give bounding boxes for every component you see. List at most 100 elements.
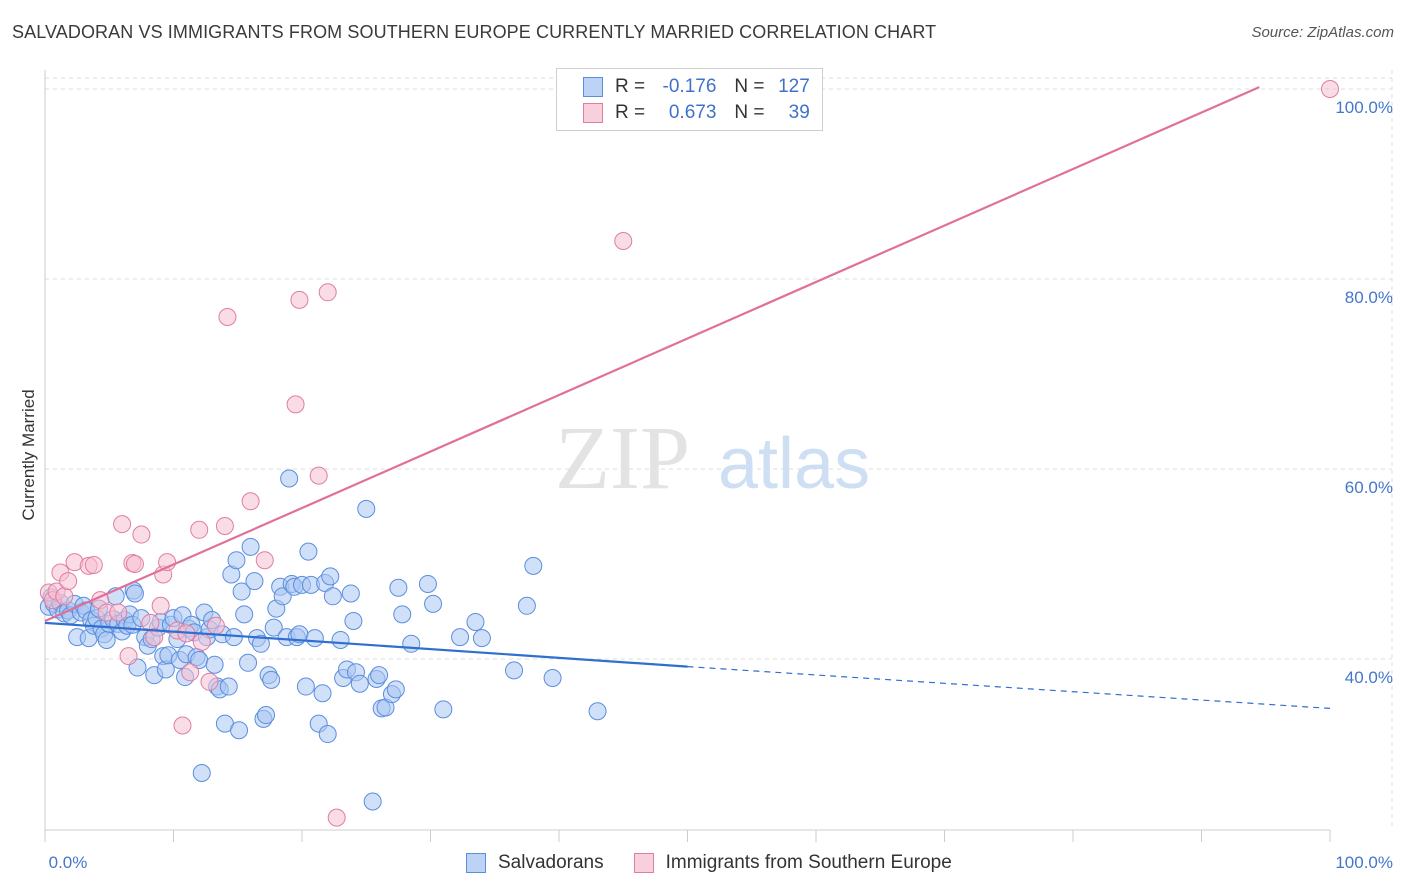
data-point-salvadoran (424, 594, 443, 613)
data-point-salvadoran (357, 499, 376, 518)
data-point-salvadoran (239, 653, 258, 672)
data-point-immigrant (181, 663, 200, 682)
data-point-salvadoran (192, 764, 211, 782)
data-point-salvadoran (230, 721, 249, 740)
data-point-immigrant (215, 517, 234, 535)
x-tick-label: 100.0% (1335, 853, 1393, 872)
legend-r-label: R = (615, 102, 646, 123)
data-point-immigrant (190, 520, 209, 539)
data-point-salvadoran (251, 634, 270, 653)
data-point-salvadoran (543, 669, 562, 687)
data-point-immigrant (84, 555, 103, 574)
data-point-immigrant (255, 551, 274, 570)
data-point-immigrant (241, 492, 260, 511)
trend-line-immigrants (44, 86, 1260, 623)
data-point-salvadoran (350, 674, 369, 693)
data-point-salvadoran (434, 700, 453, 719)
data-point-salvadoran (296, 677, 315, 696)
legend-swatch-blue (583, 77, 603, 97)
legend-label-immigrants: Immigrants from Southern Europe (665, 852, 952, 873)
y-tick-label: 60.0% (1345, 478, 1393, 497)
data-point-immigrant (192, 632, 211, 651)
data-point-immigrant (145, 628, 164, 647)
legend-row-immigrants: R = 0.673 N = 39 (583, 101, 810, 125)
trend-line-salvadorans (44, 621, 688, 668)
data-point-immigrant (109, 603, 128, 622)
data-point-immigrant (290, 290, 309, 309)
data-point-salvadoran (273, 587, 292, 606)
data-point-immigrant (113, 515, 132, 534)
y-tick-label: 40.0% (1345, 668, 1393, 687)
legend-n-label: N = (734, 102, 765, 123)
data-point-salvadoran (524, 556, 543, 575)
data-point-immigrant (318, 283, 337, 302)
data-point-salvadoran (262, 670, 281, 689)
legend-n-value: 127 (778, 76, 810, 97)
legend-swatch-pink (583, 103, 603, 123)
data-point-salvadoran (321, 567, 340, 586)
stats-legend: R = -0.176 N = 127 R = 0.673 N = 39 (556, 68, 823, 131)
source-credit: Source: ZipAtlas.com (1251, 24, 1394, 41)
legend-r-value: 0.673 (668, 102, 717, 123)
data-point-salvadoran (235, 605, 254, 624)
data-point-immigrant (309, 466, 328, 485)
data-point-immigrant (125, 555, 144, 573)
data-point-salvadoran (241, 537, 260, 556)
data-point-salvadoran (313, 684, 332, 703)
data-point-immigrant (132, 525, 151, 544)
data-point-salvadoran (386, 680, 405, 699)
data-point-salvadoran (389, 578, 408, 597)
data-point-salvadoran (318, 725, 337, 744)
legend-r-label: R = (615, 76, 646, 97)
watermark-zip: ZIP (555, 409, 690, 508)
data-point-salvadoran (232, 582, 251, 601)
legend-label-salvadorans: Salvadorans (498, 852, 604, 873)
x-tick-label: 0.0% (49, 853, 88, 872)
data-point-salvadoran (363, 792, 382, 811)
data-point-salvadoran (280, 469, 299, 488)
legend-n-value: 39 (788, 102, 810, 123)
data-point-salvadoran (305, 629, 324, 648)
legend-n-label: N = (734, 76, 765, 97)
series-legend: Salvadorans Immigrants from Southern Eur… (466, 852, 982, 874)
legend-item-immigrants: Immigrants from Southern Europe (633, 852, 952, 874)
data-point-salvadoran (257, 706, 276, 725)
watermark-atlas: atlas (718, 424, 870, 504)
data-point-immigrant (614, 232, 633, 250)
data-point-salvadoran (505, 661, 524, 680)
data-point-salvadoran (219, 677, 238, 696)
data-point-immigrant (1321, 80, 1339, 98)
data-point-immigrant (59, 572, 78, 591)
data-point-immigrant (286, 395, 305, 414)
data-point-salvadoran (393, 605, 412, 624)
data-point-salvadoran (418, 574, 437, 593)
data-point-immigrant (206, 616, 225, 635)
data-point-salvadoran (299, 542, 318, 561)
legend-r-value: -0.176 (662, 76, 717, 97)
data-point-salvadoran (264, 618, 283, 637)
data-point-salvadoran (205, 655, 224, 674)
data-point-salvadoran (466, 612, 485, 631)
data-point-salvadoran (517, 596, 536, 615)
data-point-immigrant (218, 308, 237, 326)
chart-title: SALVADORAN VS IMMIGRANTS FROM SOUTHERN E… (12, 22, 937, 42)
axes (44, 70, 1331, 842)
y-tick-label: 100.0% (1335, 98, 1393, 117)
data-point-salvadoran (370, 666, 389, 685)
data-point-salvadoran (451, 628, 470, 647)
data-point-immigrant (119, 647, 138, 666)
data-point-salvadoran (125, 584, 144, 603)
legend-row-salvadorans: R = -0.176 N = 127 (583, 75, 810, 99)
data-point-salvadoran (472, 629, 491, 648)
data-point-salvadoran (588, 702, 607, 721)
y-tick-label: 80.0% (1345, 288, 1393, 307)
data-point-immigrant (151, 596, 170, 615)
trend-line-salvadorans-extension (687, 666, 1331, 709)
legend-swatch-blue (466, 853, 486, 873)
gridlines (45, 70, 1393, 830)
data-point-immigrant (327, 808, 346, 827)
legend-item-salvadorans: Salvadorans (466, 852, 604, 874)
data-point-salvadoran (402, 634, 421, 653)
data-point-immigrant (173, 716, 192, 735)
